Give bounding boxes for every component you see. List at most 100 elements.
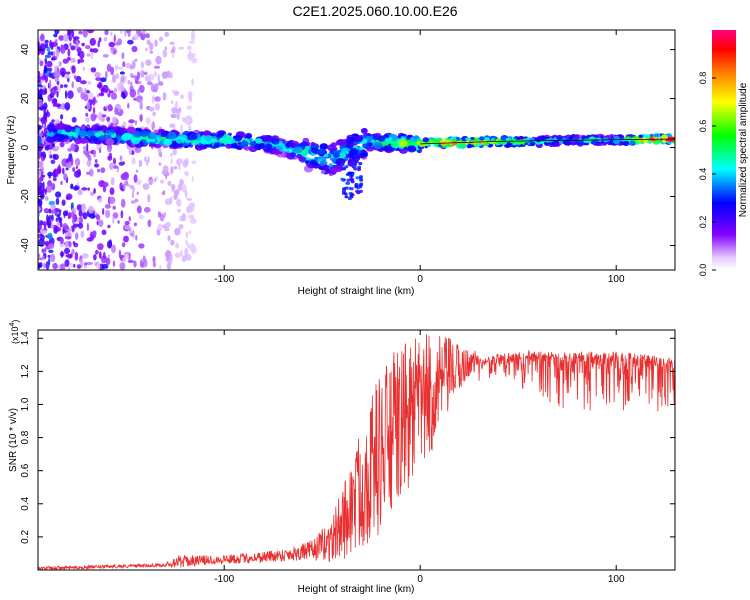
spectrogram-noise-blob: [38, 132, 44, 137]
spectrogram-noise-blob: [38, 136, 42, 145]
spectrogram-trace-blob: [203, 130, 211, 137]
spectrogram-trace-blob: [255, 138, 263, 144]
spectrogram-trace-blob: [390, 143, 397, 148]
spectrogram-noise-blob: [49, 41, 55, 48]
spectrogram-noise-blob: [155, 55, 162, 65]
spectrogram-noise-blob: [134, 119, 138, 126]
spectrogram-trace-blob: [397, 135, 402, 139]
spectrogram-noise-blob: [51, 57, 56, 61]
snr-panel: -100 0 100 0.2 0.4 0.6 0.8 1.0 1.2 1.4 Height of …: [8, 320, 676, 595]
spectrogram-trace-blob: [331, 168, 337, 173]
spectrogram-noise-blob: [176, 111, 181, 120]
spectrogram-noise-blob: [164, 46, 168, 51]
spectrogram-noise-blob: [69, 42, 72, 47]
spectrogram-noise-blob: [83, 87, 87, 95]
spectrogram-noise-blob: [93, 188, 96, 194]
x-tick-label: -100: [214, 574, 234, 585]
spectrogram-noise-blob: [191, 175, 194, 182]
y-tick-label: 0.8: [20, 430, 31, 444]
spectrogram-noise-blob: [90, 52, 94, 60]
spectrogram-noise-blob: [71, 225, 75, 233]
spectrogram-trace-blob: [213, 142, 220, 148]
spectrogram-noise-blob: [46, 46, 51, 52]
spectrogram-noise-blob: [44, 240, 50, 246]
spectrogram-noise-blob: [166, 261, 171, 270]
spectrogram-noise-blob: [52, 177, 57, 182]
spectrogram-trace-blob: [233, 142, 238, 146]
spectrogram-trace-blob: [319, 160, 328, 167]
spectrogram-noise-blob: [145, 47, 148, 52]
spectrogram-noise-blob: [169, 123, 176, 128]
spectrogram-noise-blob: [75, 75, 82, 83]
spectrogram-noise-blob: [177, 208, 181, 213]
spectrogram-noise-blob: [38, 84, 43, 88]
spectrogram-noise-blob: [58, 35, 65, 41]
spectrogram-trace-blob: [346, 181, 351, 185]
spectrogram-noise-blob: [107, 155, 113, 161]
spectrogram-noise-blob: [73, 186, 79, 191]
spectrogram-noise-blob: [108, 196, 116, 204]
spectrogram-noise-blob: [70, 57, 76, 63]
spectrogram-noise-blob: [109, 90, 114, 94]
spectrogram-trace-blob: [354, 160, 359, 164]
spectrogram-trace-blob: [318, 166, 323, 170]
y-tick-label: 0: [20, 144, 31, 150]
spectrogram-trace-blob: [345, 137, 354, 144]
spectrogram-noise-blob: [110, 66, 114, 76]
spectrogram-noise-blob: [129, 65, 133, 70]
spectrogram-noise-blob: [90, 234, 94, 241]
spectrogram-trace-blob: [327, 144, 336, 152]
spectrogram-trace-blob: [197, 137, 202, 141]
spectrogram-noise-blob: [151, 95, 155, 104]
spectrogram-noise-blob: [38, 257, 43, 261]
spectrogram-noise-blob: [60, 45, 66, 54]
spectrogram-trace-blob: [485, 137, 490, 142]
spectrogram-trace-blob: [358, 184, 363, 188]
spectrogram-noise-blob: [176, 198, 182, 207]
spectrogram-ylabel: Frequency (Hz): [6, 116, 17, 185]
spectrogram-noise-blob: [98, 251, 102, 259]
spectrogram-trace-blob: [72, 133, 78, 138]
spectrogram-noise-blob: [94, 159, 98, 164]
spectrogram-noise-blob: [123, 235, 129, 243]
spectrogram-noise-blob: [142, 183, 150, 190]
spectrogram-noise-blob: [127, 30, 131, 37]
spectrogram-noise-blob: [134, 33, 139, 41]
spectrogram-noise-blob: [180, 94, 184, 100]
spectrogram-noise-blob: [120, 198, 126, 208]
spectrogram-noise-blob: [48, 249, 54, 253]
spectrogram-noise-blob: [127, 80, 131, 85]
spectrogram-noise-blob: [76, 86, 83, 94]
spectrogram-noise-blob: [57, 264, 61, 270]
y-tick-label: -20: [20, 189, 31, 204]
spectrogram-noise-blob: [167, 235, 171, 242]
spectrogram-noise-blob: [106, 257, 111, 265]
spectrogram-trace-blob: [322, 164, 328, 169]
spectrogram-noise-blob: [175, 242, 180, 249]
spectrogram-noise-blob: [92, 48, 99, 53]
spectrogram-noise-blob: [81, 253, 89, 259]
spectrogram-noise-blob: [137, 30, 141, 37]
spectrogram-noise-blob: [43, 102, 48, 110]
spectrogram-trace-blob: [626, 136, 632, 141]
spectrogram-noise-blob: [152, 255, 156, 264]
spectrogram-trace-blob: [455, 137, 461, 141]
spectrogram-noise-blob: [53, 33, 58, 38]
spectrogram-noise-blob: [130, 81, 133, 87]
y-tick-label: 0.2: [20, 530, 31, 544]
spectrogram-trace-blob: [105, 138, 115, 146]
spectrogram-noise-blob: [141, 30, 146, 35]
spectrogram-trace-blob: [644, 134, 651, 139]
spectrogram-trace-blob: [78, 129, 88, 137]
spectrogram-noise-blob: [92, 107, 96, 114]
spectrogram-trace-blob: [500, 135, 507, 141]
spectrogram-trace-blob: [362, 128, 368, 132]
spectrogram-trace-blob: [220, 143, 225, 147]
spectrogram-noise-blob: [71, 218, 76, 225]
spectrogram-noise-blob: [139, 101, 143, 110]
spectrogram-noise-blob: [177, 158, 183, 165]
spectrogram-noise-blob: [38, 160, 44, 170]
spectrogram-trace-blob: [160, 131, 168, 138]
spectrogram-noise-blob: [64, 247, 70, 255]
spectrogram-frame: [37, 29, 676, 271]
